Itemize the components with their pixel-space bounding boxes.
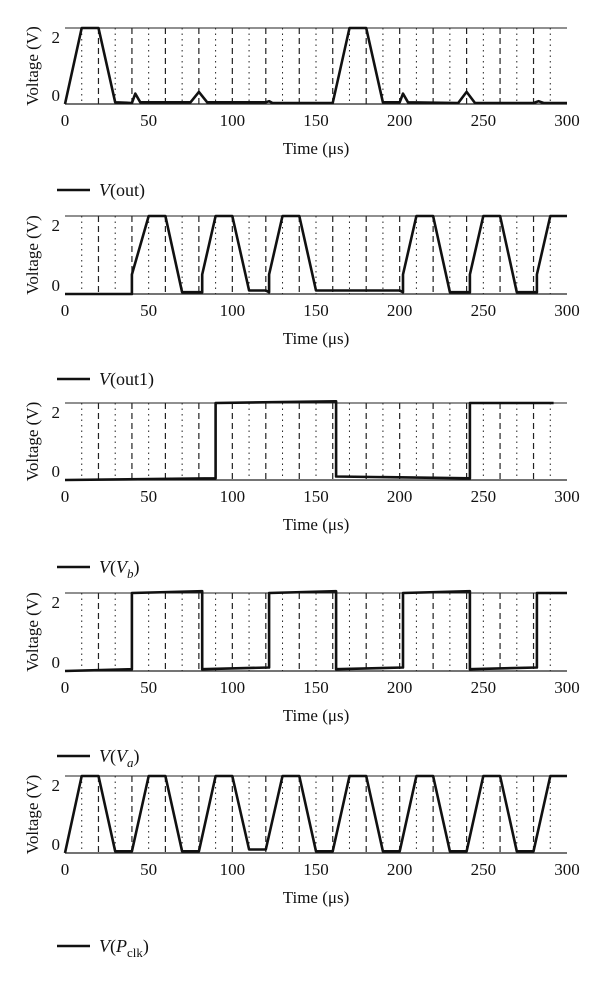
x-axis-label: Time (μs) [283,515,350,534]
x-tick-label: 50 [140,487,157,506]
x-tick-label: 300 [554,111,580,130]
y-tick-label: 0 [52,653,61,672]
x-tick-label: 150 [303,111,329,130]
x-tick-label: 0 [61,678,70,697]
x-axis-label: Time (μs) [283,139,350,158]
x-tick-label: 50 [140,678,157,697]
x-tick-label: 0 [61,301,70,320]
legend-3: V(Vb) [57,557,140,581]
y-tick-label: 0 [52,276,61,295]
x-tick-label: 200 [387,678,413,697]
x-tick-label: 100 [220,678,246,697]
x-tick-label: 0 [61,487,70,506]
x-tick-label: 300 [554,301,580,320]
legend-label: V(Va) [99,746,140,770]
x-tick-label: 250 [471,678,497,697]
y-axis-label: Voltage (V) [23,26,42,105]
x-tick-label: 250 [471,301,497,320]
x-axis-label: Time (μs) [283,329,350,348]
series-line-1 [63,26,567,105]
y-tick-label: 0 [52,835,61,854]
x-tick-label: 0 [61,111,70,130]
y-tick-label: 2 [52,776,61,795]
x-tick-label: 300 [554,678,580,697]
x-tick-label: 150 [303,678,329,697]
series-line-5 [63,774,567,854]
legend-4: V(Va) [57,746,140,770]
x-tick-label: 250 [471,487,497,506]
x-tick-label: 300 [554,487,580,506]
y-tick-label: 2 [52,28,61,47]
x-tick-label: 250 [471,111,497,130]
legend-label: V(out) [99,180,145,201]
legend-5: V(Pclk) [57,936,149,960]
y-axis-label: Voltage (V) [23,402,42,481]
legend-1: V(out) [57,180,145,201]
y-tick-label: 2 [52,593,61,612]
y-tick-label: 0 [52,462,61,481]
x-tick-label: 50 [140,111,157,130]
chart-panel-3: 0 2 0 50 100 150 200 250 300 Voltage (V) Time (μs) [23,399,580,534]
x-tick-label: 300 [554,860,580,879]
x-tick-label: 200 [387,301,413,320]
x-axis-label: Time (μs) [283,706,350,725]
series-line-3 [64,399,554,482]
series-line-4 [64,589,567,673]
x-tick-label: 100 [220,301,246,320]
x-tick-label: 100 [220,860,246,879]
y-tick-label: 2 [52,403,61,422]
y-axis-label: Voltage (V) [23,215,42,294]
x-tick-label: 200 [387,860,413,879]
chart-panel-4: 0 2 0 50 100 150 200 250 300 Voltage (V) Time (μs) [23,589,580,725]
legend-label: V(Pclk) [99,936,149,960]
y-tick-label: 0 [52,86,61,105]
x-tick-label: 0 [61,860,70,879]
chart-panel-5: 0 2 0 50 100 150 200 250 300 Voltage (V) Time (μs) [23,774,580,907]
x-tick-label: 50 [140,301,157,320]
legend-label: V(out1) [99,369,154,390]
x-axis-label: Time (μs) [283,888,350,907]
series-line-2 [65,214,567,296]
x-tick-label: 200 [387,111,413,130]
x-tick-label: 200 [387,487,413,506]
x-tick-label: 100 [220,111,246,130]
legend-label: V(Vb) [99,557,140,581]
chart-panel-1: 0 2 0 50 100 150 200 250 300 Voltage (V) Time (μs) [23,26,580,158]
x-tick-label: 100 [220,487,246,506]
x-tick-label: 150 [303,860,329,879]
y-axis-label: Voltage (V) [23,775,42,854]
y-tick-label: 2 [52,216,61,235]
x-tick-label: 50 [140,860,157,879]
x-tick-label: 150 [303,301,329,320]
y-axis-label: Voltage (V) [23,592,42,671]
chart-panel-2: 0 2 0 50 100 150 200 250 300 Voltage (V) Time (μs) [23,214,580,348]
legend-2: V(out1) [57,369,154,390]
x-tick-label: 250 [471,860,497,879]
x-tick-label: 150 [303,487,329,506]
